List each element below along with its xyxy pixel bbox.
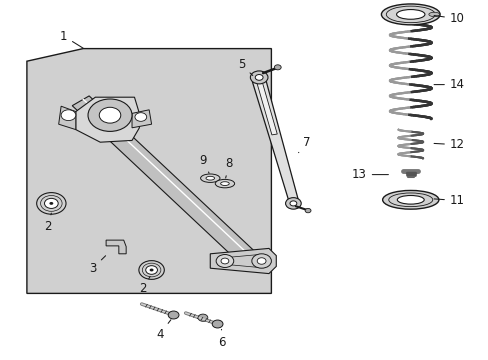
- Polygon shape: [132, 110, 151, 128]
- Circle shape: [135, 113, 146, 121]
- Circle shape: [255, 75, 263, 80]
- Text: 7: 7: [298, 136, 310, 153]
- Polygon shape: [76, 97, 139, 142]
- Circle shape: [168, 311, 179, 319]
- Circle shape: [289, 201, 296, 206]
- Circle shape: [250, 71, 267, 84]
- Ellipse shape: [381, 4, 439, 25]
- Text: 6: 6: [217, 329, 225, 348]
- Text: 10: 10: [433, 12, 464, 25]
- Polygon shape: [210, 248, 276, 274]
- Text: 11: 11: [433, 194, 464, 207]
- Circle shape: [37, 193, 66, 214]
- Ellipse shape: [396, 195, 424, 204]
- Text: 8: 8: [225, 157, 233, 178]
- Text: 1: 1: [60, 30, 83, 48]
- Ellipse shape: [396, 10, 424, 19]
- Circle shape: [285, 198, 301, 209]
- Circle shape: [257, 258, 265, 264]
- Text: 2: 2: [44, 213, 52, 233]
- Polygon shape: [256, 81, 277, 135]
- Circle shape: [274, 65, 281, 70]
- Circle shape: [216, 255, 233, 267]
- Text: 4: 4: [156, 320, 171, 341]
- Text: 5: 5: [237, 58, 252, 76]
- Text: 12: 12: [433, 138, 464, 151]
- Circle shape: [145, 266, 157, 274]
- Polygon shape: [252, 80, 298, 201]
- Ellipse shape: [428, 12, 439, 17]
- Circle shape: [88, 99, 132, 131]
- Text: 9: 9: [199, 154, 209, 173]
- Text: 14: 14: [433, 78, 464, 91]
- Circle shape: [251, 254, 271, 268]
- Polygon shape: [59, 106, 76, 130]
- Text: 2: 2: [139, 276, 150, 294]
- Circle shape: [139, 261, 164, 279]
- Circle shape: [198, 314, 207, 321]
- Polygon shape: [72, 96, 257, 264]
- Circle shape: [49, 202, 53, 205]
- Ellipse shape: [382, 190, 438, 209]
- Text: 3: 3: [89, 256, 105, 275]
- Ellipse shape: [200, 174, 220, 183]
- Ellipse shape: [220, 182, 229, 185]
- Circle shape: [221, 258, 228, 264]
- Circle shape: [212, 320, 223, 328]
- Polygon shape: [27, 49, 271, 293]
- Ellipse shape: [205, 176, 214, 180]
- Ellipse shape: [215, 179, 234, 188]
- Polygon shape: [106, 240, 126, 254]
- Circle shape: [305, 208, 310, 213]
- Circle shape: [61, 110, 76, 121]
- Text: 13: 13: [351, 168, 387, 181]
- Circle shape: [99, 107, 121, 123]
- Circle shape: [149, 269, 153, 271]
- Circle shape: [44, 198, 58, 208]
